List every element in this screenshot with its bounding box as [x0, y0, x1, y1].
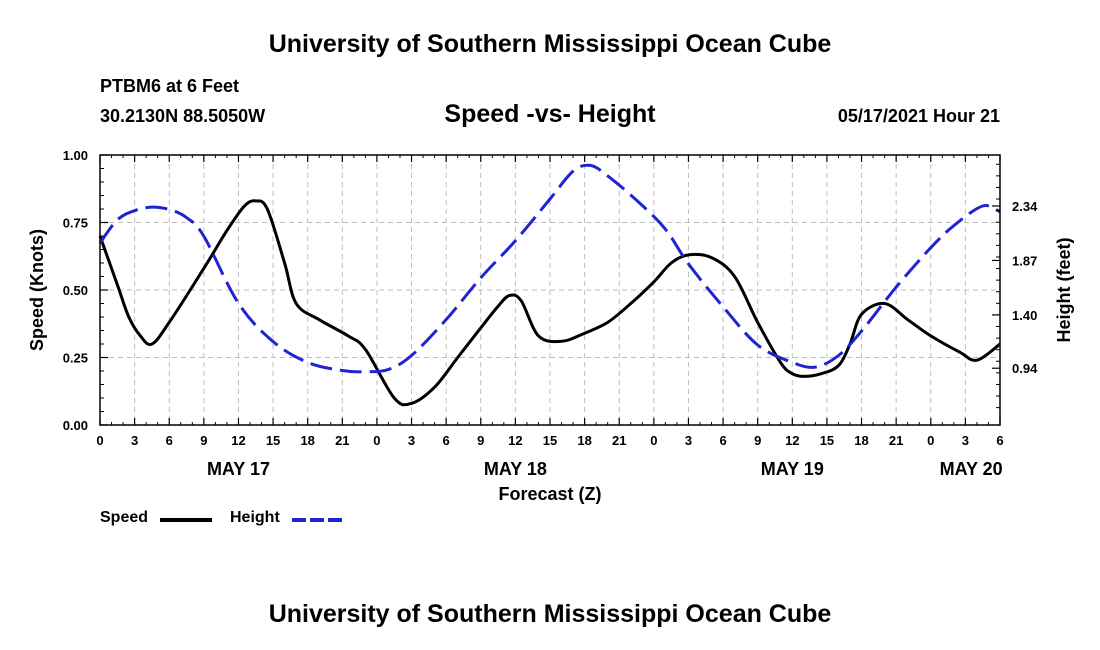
y-tick-label: 0.75: [63, 216, 88, 231]
x-tick-label: 18: [300, 433, 314, 448]
legend-height-label: Height: [230, 509, 280, 526]
series-line-speed: [98, 199, 1001, 407]
x-tick-label: 9: [200, 433, 207, 448]
chart-title: Speed -vs- Height: [444, 100, 656, 128]
footer-title: University of Southern Mississippi Ocean…: [268, 600, 832, 628]
x-axis-title: Forecast (Z): [498, 484, 601, 504]
x-tick-label: 12: [231, 433, 245, 448]
y-tick-label: 0.25: [63, 351, 88, 366]
series-line-height: [98, 163, 1001, 374]
x-tick-label: 12: [785, 433, 799, 448]
x-tick-label: 3: [131, 433, 138, 448]
x-tick-label: 6: [443, 433, 450, 448]
x-tick-label: 15: [543, 433, 557, 448]
axis-ticks: [99, 154, 1001, 426]
x-tick-label: 3: [408, 433, 415, 448]
x-tick-label: 15: [266, 433, 280, 448]
x-tick-label: 6: [719, 433, 726, 448]
y2-tick-label: 1.40: [1012, 308, 1037, 323]
x-tick-label: 15: [820, 433, 834, 448]
legend-speed-label: Speed: [100, 509, 149, 526]
y2-tick-label: 0.94: [1012, 361, 1038, 376]
x-tick-label: 0: [650, 433, 657, 448]
x-tick-label: 6: [996, 433, 1003, 448]
x-tick-label: 9: [477, 433, 484, 448]
x-tick-label: 0: [927, 433, 934, 448]
y2-tick-label: 2.34: [1012, 199, 1038, 214]
page-title: University of Southern Mississippi Ocean…: [268, 30, 832, 58]
date-label: MAY 18: [484, 459, 547, 479]
date-label: MAY 19: [761, 459, 824, 479]
tick-labels: 0 3 6 9 12 15 18 21 0 3 6 9 12 15 18 21 0 3 6 9 12 15 18 21 0 3 6 0…: [63, 148, 1038, 479]
x-tick-label: 18: [854, 433, 868, 448]
x-tick-label: 0: [96, 433, 103, 448]
date-label: MAY 20: [940, 459, 1003, 479]
y-tick-label: 1.00: [63, 148, 88, 163]
x-tick-label: 0: [373, 433, 380, 448]
coordinates-label: 30.2130N 88.5050W: [100, 106, 266, 126]
x-tick-label: 3: [685, 433, 692, 448]
date-label: MAY 17: [207, 459, 270, 479]
x-tick-label: 12: [508, 433, 522, 448]
series-layer: [98, 163, 1001, 407]
station-label: PTBM6 at 6 Feet: [100, 76, 240, 96]
x-tick-label: 9: [754, 433, 761, 448]
legend-height-swatch: [292, 518, 344, 522]
x-tick-label: 6: [166, 433, 173, 448]
x-tick-label: 3: [962, 433, 969, 448]
y-tick-label: 0.00: [63, 418, 88, 433]
x-tick-label: 18: [577, 433, 591, 448]
x-tick-label: 21: [612, 433, 626, 448]
datetime-label: 05/17/2021 Hour 21: [837, 106, 1000, 126]
x-tick-label: 21: [889, 433, 903, 448]
y-axis-title: Speed (Knots): [27, 229, 47, 351]
y2-tick-label: 1.87: [1012, 253, 1037, 268]
grid-lines: [100, 155, 1000, 425]
y-tick-label: 0.50: [63, 283, 88, 298]
legend-speed-swatch: [160, 518, 212, 522]
y2-axis-title: Height (feet): [1054, 238, 1074, 343]
x-tick-label: 21: [335, 433, 349, 448]
